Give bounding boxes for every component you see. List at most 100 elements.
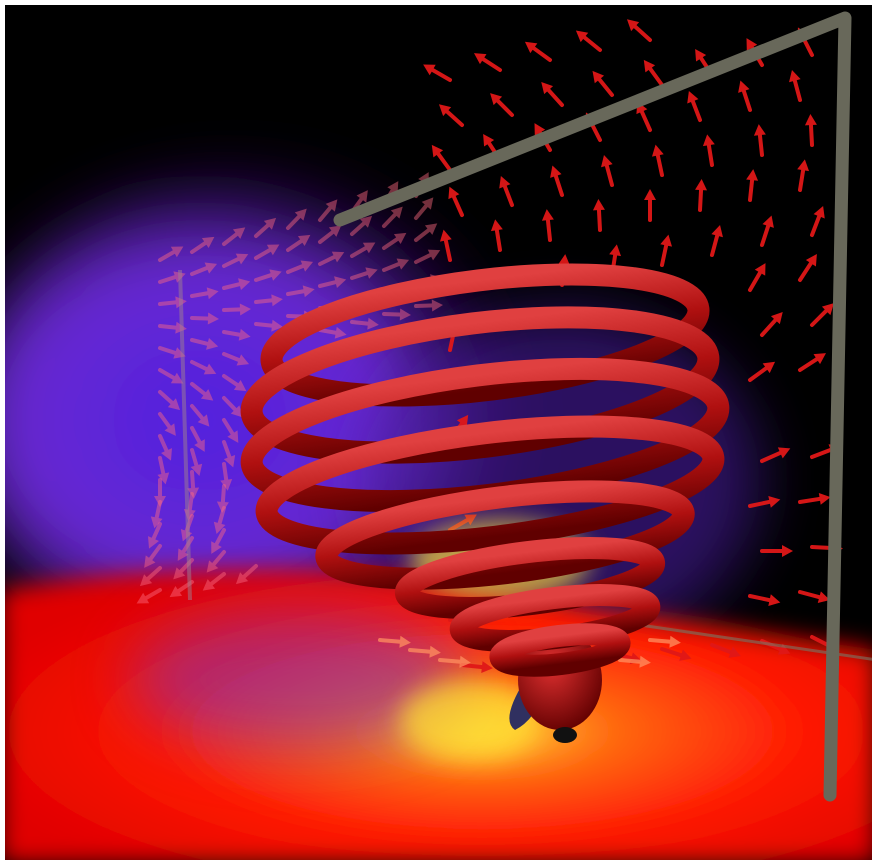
- arrow: [414, 249, 441, 264]
- arrow: [202, 572, 226, 591]
- arrow-head: [230, 405, 243, 418]
- arrow: [158, 368, 184, 384]
- arrow: [760, 215, 774, 247]
- arrow: [222, 303, 251, 316]
- arrow-shaft: [150, 522, 162, 543]
- arrow-shaft: [222, 330, 244, 338]
- arrow-head: [821, 303, 834, 316]
- arrow-head: [161, 448, 172, 461]
- arrow-shaft: [213, 528, 226, 548]
- arrow-head: [754, 263, 766, 276]
- arrow-head: [746, 169, 759, 181]
- arrow-head: [592, 70, 605, 84]
- arrow-shaft: [798, 166, 806, 192]
- arrow-head: [753, 124, 766, 136]
- arrow: [190, 426, 205, 452]
- arrow-head: [483, 134, 495, 147]
- arrow-shaft: [530, 45, 552, 62]
- arrow-head: [777, 447, 791, 459]
- arrow-head: [167, 398, 181, 411]
- arrow: [350, 267, 378, 280]
- arrow: [318, 225, 342, 244]
- arrow: [592, 70, 614, 97]
- arrow: [499, 176, 514, 207]
- arrow-shaft: [748, 594, 774, 603]
- arrow-shaft: [479, 56, 502, 72]
- arrow: [190, 236, 215, 254]
- arrow-head: [154, 496, 166, 507]
- arrow-shaft: [154, 500, 162, 522]
- arrow-head: [768, 594, 781, 607]
- arrow-shaft: [810, 307, 830, 327]
- arrow-shaft: [190, 338, 212, 347]
- arrow-head: [144, 555, 156, 568]
- arrow-head: [396, 258, 410, 270]
- arrow-head: [695, 179, 708, 191]
- arrow-head: [813, 353, 826, 365]
- arrow-shaft: [460, 663, 486, 670]
- arrow-head: [177, 548, 189, 561]
- arrow-shaft: [318, 254, 339, 266]
- arrow-shaft: [190, 290, 212, 298]
- arrow-head: [390, 206, 403, 219]
- arrow-shaft: [760, 316, 779, 337]
- arrow-shaft: [792, 76, 802, 102]
- arrow-shaft: [604, 161, 614, 187]
- arrow-shaft: [210, 550, 226, 568]
- arrow: [318, 251, 345, 266]
- arrow-shaft: [748, 176, 755, 202]
- arrow: [190, 382, 214, 401]
- arrow-shaft: [494, 226, 502, 252]
- arrow-head: [331, 251, 345, 263]
- arrow-head: [424, 223, 438, 235]
- arrow-shaft: [698, 186, 704, 212]
- arrow: [431, 144, 452, 172]
- arrow: [378, 635, 411, 648]
- arrow-shaft: [217, 506, 226, 528]
- arrow-shaft: [190, 360, 211, 372]
- arrow: [222, 278, 251, 290]
- arrow-head: [173, 567, 186, 580]
- arrow: [414, 299, 443, 312]
- arrow-head: [302, 285, 315, 298]
- arrow-head: [762, 215, 774, 228]
- arrow: [190, 287, 219, 300]
- arrow-shaft: [286, 237, 305, 252]
- arrow-head: [359, 215, 373, 228]
- arrow-head: [206, 560, 219, 573]
- arrow: [524, 41, 552, 62]
- arrow-head: [669, 635, 681, 648]
- arrow-head: [592, 199, 605, 211]
- arrow-shaft: [810, 212, 822, 237]
- arrow: [148, 522, 162, 549]
- arrow: [753, 124, 766, 157]
- arrow-shaft: [706, 141, 714, 167]
- arrow-shaft: [350, 219, 368, 236]
- arrow-head: [439, 229, 452, 242]
- arrow-head: [266, 244, 280, 256]
- arrow: [222, 352, 250, 366]
- spiral-ring: [315, 480, 695, 590]
- arrow-head: [169, 585, 183, 598]
- funnel-tip: [553, 727, 577, 743]
- arrow-head: [233, 379, 247, 392]
- arrow: [213, 506, 226, 534]
- arrow-shaft: [350, 270, 372, 280]
- arrow: [382, 232, 407, 250]
- arrow: [144, 544, 162, 568]
- arrow-shaft: [318, 204, 334, 222]
- arrow: [190, 448, 203, 476]
- arrow-head: [427, 249, 441, 261]
- arrow-head: [481, 661, 493, 674]
- arrow-head: [423, 64, 436, 76]
- arrow-shaft: [545, 216, 552, 242]
- arrow: [760, 545, 793, 557]
- arrow: [660, 234, 673, 267]
- arrow-head: [227, 430, 239, 443]
- arrow-head: [157, 472, 170, 485]
- arrow: [286, 234, 311, 252]
- arrow-head: [490, 219, 503, 232]
- arrow: [382, 308, 411, 321]
- arrow: [541, 81, 564, 107]
- arrow-shaft: [502, 182, 514, 207]
